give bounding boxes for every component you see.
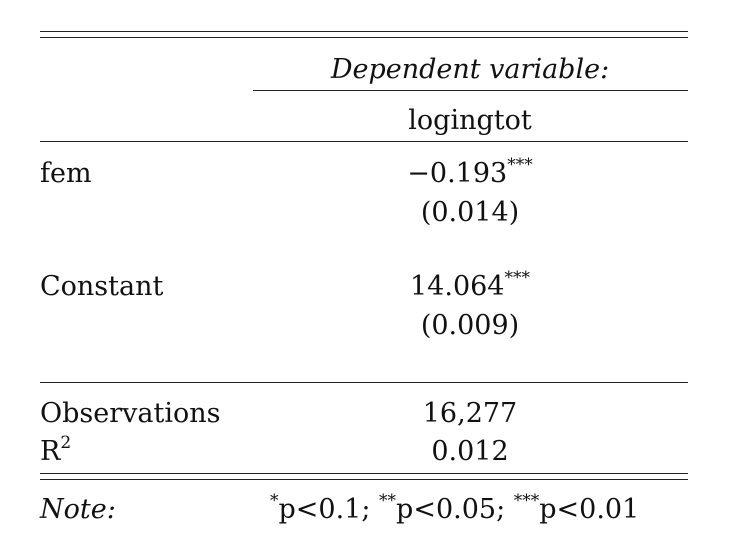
stat-value-observations: 16,277 xyxy=(422,398,518,429)
stat-label-r-squared: R2 xyxy=(40,435,71,467)
significance-stars: *** xyxy=(504,268,530,288)
bottom-double-rule-b xyxy=(40,479,688,480)
note-star-3: *** xyxy=(513,491,540,511)
dependent-variable-label: Dependent variable: xyxy=(330,54,610,85)
note-significance-levels: *p<0.1; **p<0.05; ***p<0.01 xyxy=(270,493,640,525)
note-p2: p<0.05; xyxy=(396,494,506,525)
row-label-constant: Constant xyxy=(40,271,164,302)
top-double-rule-b xyxy=(40,37,688,38)
note-star-1: * xyxy=(270,491,279,511)
stat-value-r-squared: 0.012 xyxy=(431,436,509,467)
significance-stars: *** xyxy=(507,155,533,175)
note-p3: p<0.01 xyxy=(539,494,640,525)
note-p1: p<0.1; xyxy=(278,494,371,525)
bottom-double-rule-a xyxy=(40,473,688,474)
dependent-variable-underline xyxy=(253,90,688,91)
row-label-fem: fem xyxy=(40,158,92,189)
r-squared-exponent: 2 xyxy=(60,433,72,453)
coefficient-value: −0.193 xyxy=(407,158,508,189)
dependent-variable-name: logingtot xyxy=(408,105,532,136)
r-squared-base: R xyxy=(40,436,61,467)
header-bottom-rule xyxy=(40,141,688,142)
std-error-constant: (0.009) xyxy=(420,310,520,341)
coefficient-fem: −0.193*** xyxy=(407,157,532,189)
coefficient-constant: 14.064*** xyxy=(410,270,530,302)
stats-top-rule xyxy=(40,382,688,383)
note-label: Note: xyxy=(40,494,116,525)
std-error-fem: (0.014) xyxy=(420,197,520,228)
coefficient-value: 14.064 xyxy=(410,271,505,302)
top-double-rule-a xyxy=(40,31,688,32)
stat-label-observations: Observations xyxy=(40,398,221,429)
note-star-2: ** xyxy=(379,491,397,511)
